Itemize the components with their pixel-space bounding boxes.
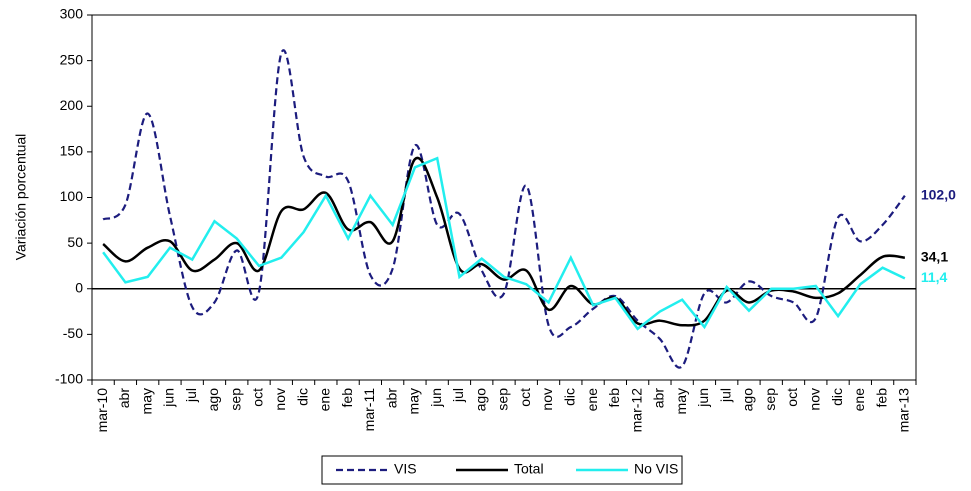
plot-frame [91, 14, 917, 381]
x-tick-label: oct [250, 388, 266, 407]
x-tick-label: oct [784, 388, 800, 407]
x-tick-label: jul [717, 388, 733, 403]
x-tick-label: nov [272, 388, 288, 411]
x-tick-label: jun [695, 388, 711, 408]
value-label: 11,4 [921, 269, 948, 285]
x-tick-label: sep [495, 388, 511, 411]
y-tick-label: 100 [60, 188, 84, 204]
y-tick-label: 200 [60, 97, 84, 113]
x-tick-label: nov [539, 388, 555, 411]
y-tick-label: -100 [55, 371, 83, 387]
x-tick-label: nov [806, 388, 822, 411]
y-tick-label: 50 [67, 234, 83, 250]
series-line [102, 49, 906, 369]
x-tick-label: may [406, 388, 422, 414]
x-tick-label: abr [383, 388, 399, 409]
y-tick-label: 300 [60, 6, 84, 22]
x-tick-label: jun [161, 388, 177, 408]
y-tick-label: 250 [60, 51, 84, 67]
x-tick-label: may [673, 388, 689, 414]
value-label: 102,0 [921, 186, 956, 202]
x-tick-label: sep [227, 388, 243, 411]
x-tick-label: abr [116, 388, 132, 409]
y-tick-label: 150 [60, 143, 84, 159]
value-label: 34,1 [921, 248, 948, 264]
x-tick-label: mar-13 [896, 388, 912, 433]
x-tick-label: abr [651, 388, 667, 409]
x-tick-label: ago [472, 388, 488, 412]
x-tick-label: dic [829, 388, 845, 406]
legend-label: No VIS [634, 461, 678, 477]
x-tick-label: mar-12 [628, 388, 644, 433]
x-tick-label: feb [873, 388, 889, 408]
x-tick-label: mar-10 [94, 388, 110, 433]
x-tick-label: jul [183, 388, 199, 403]
x-tick-label: may [138, 388, 154, 414]
x-tick-label: jul [450, 388, 466, 403]
x-tick-label: ago [740, 388, 756, 412]
x-tick-label: dic [294, 388, 310, 406]
series-line [102, 156, 905, 327]
x-tick-label: ago [205, 388, 221, 412]
y-axis-label: Variación porcentual [13, 134, 29, 261]
x-tick-label: jun [428, 388, 444, 408]
legend-label: Total [514, 461, 544, 477]
x-tick-label: oct [517, 388, 533, 407]
legend: VIS Total No VIS [321, 455, 683, 485]
x-tick-label: ene [317, 388, 333, 412]
legend-label: VIS [394, 461, 417, 477]
y-tick-label: 0 [75, 279, 83, 295]
series-line [102, 156, 906, 331]
x-tick-label: ene [584, 388, 600, 412]
y-tick-label: -50 [63, 325, 83, 341]
x-tick-label: dic [562, 388, 578, 406]
x-tick-label: feb [606, 388, 622, 408]
x-tick-label: feb [339, 388, 355, 408]
x-tick-label: mar-11 [361, 388, 377, 432]
x-tick-label: ene [851, 388, 867, 412]
x-tick-label: sep [762, 388, 778, 411]
